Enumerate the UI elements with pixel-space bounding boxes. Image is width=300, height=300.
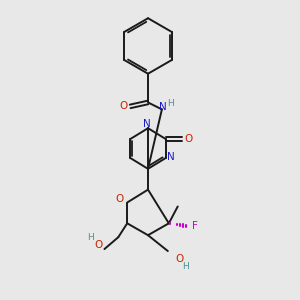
Text: F: F <box>192 221 197 231</box>
Text: O: O <box>119 101 128 111</box>
Text: O: O <box>184 134 193 144</box>
Text: N: N <box>167 152 175 162</box>
Text: H: H <box>87 233 94 242</box>
Text: O: O <box>176 254 184 264</box>
Text: N: N <box>159 102 167 112</box>
Text: O: O <box>115 194 123 203</box>
Text: N: N <box>143 119 151 129</box>
Text: H: H <box>182 262 189 272</box>
Text: H: H <box>167 99 174 108</box>
Text: O: O <box>94 240 103 250</box>
